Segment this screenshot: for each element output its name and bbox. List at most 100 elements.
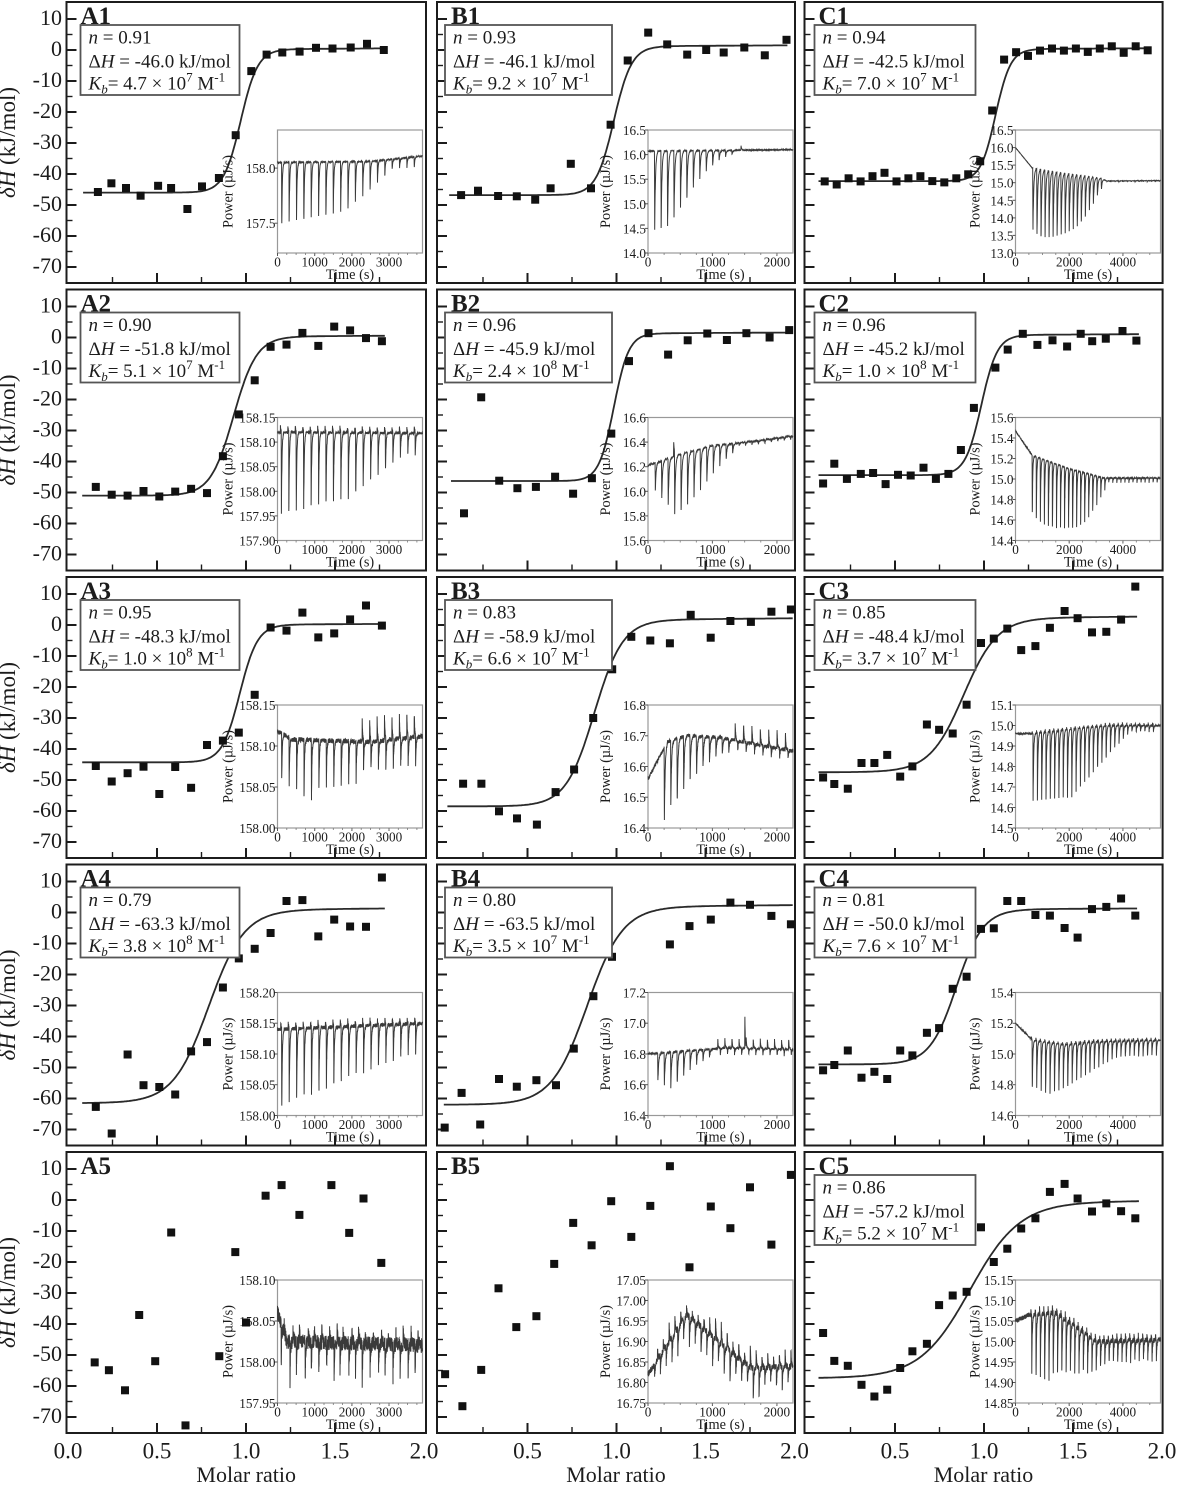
svg-text:158.15: 158.15 xyxy=(239,698,276,713)
svg-text:Power (µJ/s): Power (µJ/s) xyxy=(221,1017,237,1090)
svg-text:0: 0 xyxy=(51,36,62,61)
svg-text:15.0: 15.0 xyxy=(990,1047,1013,1062)
svg-text:n = 0.94: n = 0.94 xyxy=(823,28,886,49)
svg-text:158.15: 158.15 xyxy=(239,1016,276,1031)
svg-text:-60: -60 xyxy=(33,1372,62,1397)
svg-text:-30: -30 xyxy=(33,129,62,154)
svg-text:15.2: 15.2 xyxy=(990,1016,1013,1031)
svg-text:0: 0 xyxy=(274,542,281,557)
svg-text:Time (s): Time (s) xyxy=(696,555,745,571)
svg-text:15.8: 15.8 xyxy=(623,509,646,524)
svg-text:0: 0 xyxy=(645,1117,652,1132)
svg-text:Time (s): Time (s) xyxy=(326,1417,375,1433)
svg-text:16.6: 16.6 xyxy=(623,411,646,426)
svg-text:158.00: 158.00 xyxy=(239,1355,276,1370)
svg-text:-70: -70 xyxy=(33,540,62,565)
svg-text:16.5: 16.5 xyxy=(623,790,646,805)
svg-text:16.95: 16.95 xyxy=(616,1314,646,1329)
svg-text:14.90: 14.90 xyxy=(984,1376,1014,1391)
svg-text:Power (µJ/s): Power (µJ/s) xyxy=(598,1305,614,1378)
svg-text:15.0: 15.0 xyxy=(990,472,1013,487)
svg-text:Time (s): Time (s) xyxy=(1064,842,1113,858)
svg-text:Kb= 5.2 × 107 M-1: Kb= 5.2 × 107 M-1 xyxy=(822,1220,960,1247)
svg-text:-50: -50 xyxy=(33,191,62,216)
svg-text:Molar ratio: Molar ratio xyxy=(196,1462,296,1486)
svg-text:158.00: 158.00 xyxy=(239,821,276,836)
svg-text:1.5: 1.5 xyxy=(321,1439,350,1464)
svg-text:Kb= 7.6 × 107 M-1: Kb= 7.6 × 107 M-1 xyxy=(822,932,960,959)
svg-text:17.05: 17.05 xyxy=(616,1273,646,1288)
svg-text:Kb= 1.0 × 108 M-1: Kb= 1.0 × 108 M-1 xyxy=(88,645,226,672)
svg-text:15.6: 15.6 xyxy=(623,534,646,549)
svg-text:15.00: 15.00 xyxy=(984,1335,1014,1350)
svg-text:17.0: 17.0 xyxy=(623,1016,646,1031)
svg-text:n = 0.95: n = 0.95 xyxy=(89,603,152,624)
svg-text:Kb= 2.4 × 108 M-1: Kb= 2.4 × 108 M-1 xyxy=(452,357,590,384)
svg-text:158.00: 158.00 xyxy=(239,1109,276,1124)
svg-text:-40: -40 xyxy=(33,447,62,472)
svg-text:-50: -50 xyxy=(33,1341,62,1366)
svg-text:Power (µJ/s): Power (µJ/s) xyxy=(968,155,984,228)
svg-text:0: 0 xyxy=(1012,1405,1019,1420)
svg-text:14.6: 14.6 xyxy=(990,801,1013,816)
svg-text:1000: 1000 xyxy=(302,542,329,557)
svg-text:Power (µJ/s): Power (µJ/s) xyxy=(221,730,237,803)
svg-text:Time (s): Time (s) xyxy=(696,1417,745,1433)
svg-text:1000: 1000 xyxy=(302,1405,329,1420)
svg-text:-40: -40 xyxy=(33,1022,62,1047)
svg-text:158.10: 158.10 xyxy=(239,435,276,450)
svg-text:-30: -30 xyxy=(33,991,62,1016)
svg-text:15.0: 15.0 xyxy=(623,197,646,212)
svg-text:-20: -20 xyxy=(33,673,62,698)
svg-text:ΔH = -48.4 kJ/mol: ΔH = -48.4 kJ/mol xyxy=(823,627,965,648)
svg-text:158.0: 158.0 xyxy=(246,161,276,176)
svg-text:13.0: 13.0 xyxy=(990,246,1013,261)
svg-text:Power (µJ/s): Power (µJ/s) xyxy=(968,730,984,803)
svg-text:16.0: 16.0 xyxy=(990,141,1013,156)
svg-text:4000: 4000 xyxy=(1110,830,1137,845)
svg-text:2000: 2000 xyxy=(1056,1117,1083,1132)
svg-text:0.5: 0.5 xyxy=(143,1439,172,1464)
svg-text:0.5: 0.5 xyxy=(513,1439,542,1464)
svg-text:n = 0.81: n = 0.81 xyxy=(823,890,886,911)
svg-text:0: 0 xyxy=(51,323,62,348)
svg-text:1.5: 1.5 xyxy=(691,1439,720,1464)
svg-text:16.6: 16.6 xyxy=(623,1078,646,1093)
svg-text:158.15: 158.15 xyxy=(239,411,276,426)
svg-text:Power (µJ/s): Power (µJ/s) xyxy=(968,442,984,515)
svg-text:Kb= 3.5 × 107 M-1: Kb= 3.5 × 107 M-1 xyxy=(452,932,590,959)
svg-text:14.5: 14.5 xyxy=(990,193,1013,208)
svg-text:16.6: 16.6 xyxy=(623,760,646,775)
svg-text:ΔH = -51.8 kJ/mol: ΔH = -51.8 kJ/mol xyxy=(89,339,231,360)
svg-text:2000: 2000 xyxy=(339,1405,366,1420)
svg-text:3000: 3000 xyxy=(376,830,403,845)
svg-text:-40: -40 xyxy=(33,735,62,760)
svg-text:-10: -10 xyxy=(33,1217,62,1242)
svg-text:15.0: 15.0 xyxy=(990,176,1013,191)
svg-text:2000: 2000 xyxy=(1056,830,1083,845)
svg-text:2000: 2000 xyxy=(1056,255,1083,270)
svg-text:Time (s): Time (s) xyxy=(696,842,745,858)
svg-text:Time (s): Time (s) xyxy=(1064,267,1113,283)
svg-text:-70: -70 xyxy=(33,253,62,278)
svg-text:16.5: 16.5 xyxy=(623,123,646,138)
svg-text:15.15: 15.15 xyxy=(984,1273,1014,1288)
svg-text:14.0: 14.0 xyxy=(990,211,1013,226)
svg-text:14.7: 14.7 xyxy=(990,780,1013,795)
svg-text:2000: 2000 xyxy=(764,1117,791,1132)
svg-text:n = 0.90: n = 0.90 xyxy=(89,315,152,336)
svg-text:ΔH = -45.9 kJ/mol: ΔH = -45.9 kJ/mol xyxy=(453,339,595,360)
svg-text:n = 0.83: n = 0.83 xyxy=(453,603,516,624)
svg-text:ΔH = -63.3 kJ/mol: ΔH = -63.3 kJ/mol xyxy=(89,914,231,935)
svg-text:ΔH = -50.0 kJ/mol: ΔH = -50.0 kJ/mol xyxy=(823,914,965,935)
svg-text:16.2: 16.2 xyxy=(623,460,646,475)
svg-text:15.5: 15.5 xyxy=(990,158,1013,173)
svg-text:ΔH = -46.0 kJ/mol: ΔH = -46.0 kJ/mol xyxy=(89,52,231,73)
svg-text:15.5: 15.5 xyxy=(623,172,646,187)
svg-text:4000: 4000 xyxy=(1110,1405,1137,1420)
svg-text:Time (s): Time (s) xyxy=(326,555,375,571)
svg-text:3000: 3000 xyxy=(376,1405,403,1420)
svg-text:Kb= 6.6 × 107 M-1: Kb= 6.6 × 107 M-1 xyxy=(452,645,590,672)
svg-text:1.0: 1.0 xyxy=(232,1439,261,1464)
svg-text:Molar ratio: Molar ratio xyxy=(934,1462,1034,1486)
